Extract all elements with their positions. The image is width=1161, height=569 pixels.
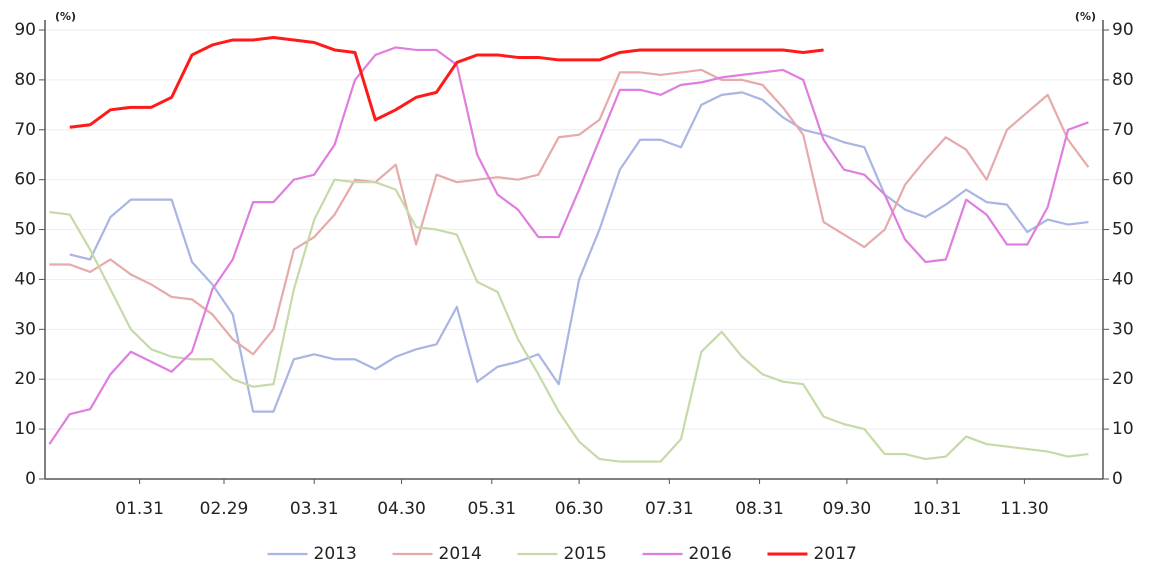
x-tick-label: 08.31 [735, 499, 784, 519]
x-tick-label: 03.31 [290, 499, 339, 519]
y2-tick-label: 70 [1112, 120, 1134, 140]
y-tick-label: 30 [14, 319, 36, 339]
x-tick-label: 06.30 [555, 499, 604, 519]
y-tick-label: 10 [14, 419, 36, 439]
y2-tick-label: 50 [1112, 220, 1134, 240]
legend-label: 2017 [814, 544, 857, 564]
y-tick-label: 90 [14, 20, 36, 40]
x-tick-label: 09.30 [823, 499, 872, 519]
legend-label: 2015 [564, 544, 607, 564]
y-tick-label: 50 [14, 220, 36, 240]
y2-tick-label: 20 [1112, 369, 1134, 389]
x-tick-label: 10.31 [913, 499, 962, 519]
series-line [49, 178, 1089, 463]
series-line [69, 35, 824, 129]
series-line [49, 68, 1090, 356]
y2-tick-label: 40 [1112, 269, 1134, 289]
legend-label: 2016 [689, 544, 732, 564]
y-tick-label: 40 [14, 269, 36, 289]
y2-unit: (%) [1075, 10, 1096, 23]
x-tick-label: 01.31 [115, 499, 164, 519]
y2-tick-label: 80 [1112, 70, 1134, 90]
y2-tick-label: 30 [1112, 319, 1134, 339]
y2-tick-label: 90 [1112, 20, 1134, 40]
y-tick-label: 70 [14, 120, 36, 140]
series-line [48, 46, 1089, 445]
y2-tick-label: 0 [1112, 469, 1123, 489]
y-tick-label: 20 [14, 369, 36, 389]
x-tick-label: 07.31 [645, 499, 694, 519]
y-tick-label: 60 [14, 170, 36, 190]
x-tick-label: 02.29 [200, 499, 249, 519]
y-tick-label: 80 [14, 70, 36, 90]
y-unit: (%) [55, 10, 76, 23]
y-tick-label: 0 [25, 469, 36, 489]
legend-label: 2014 [439, 544, 482, 564]
x-tick-label: 11.30 [1000, 499, 1049, 519]
series-line [69, 91, 1089, 413]
y2-tick-label: 10 [1112, 419, 1134, 439]
y2-tick-label: 60 [1112, 170, 1134, 190]
legend-label: 2013 [314, 544, 357, 564]
x-tick-label: 05.31 [467, 499, 516, 519]
x-tick-label: 04.30 [377, 499, 426, 519]
